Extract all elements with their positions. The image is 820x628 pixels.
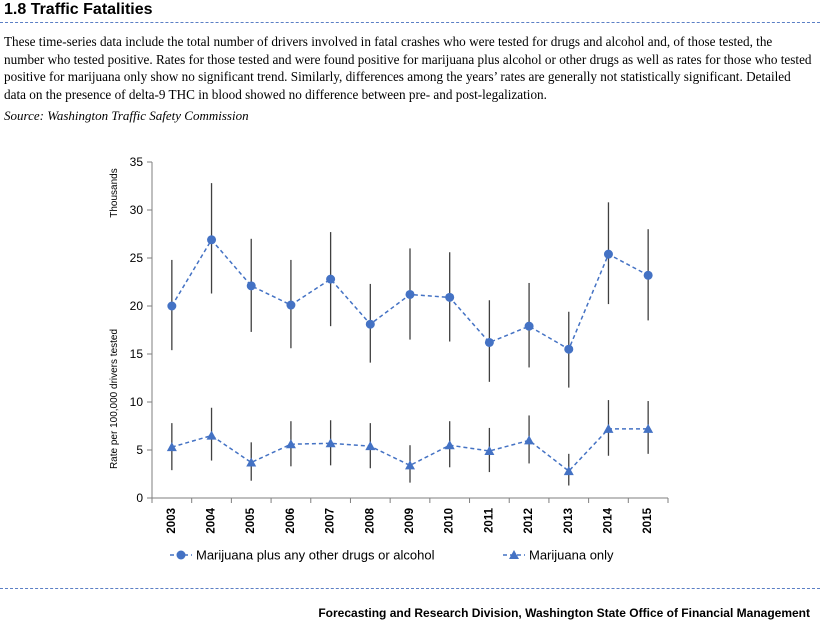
data-point-circle [167, 301, 177, 311]
data-point-triangle [524, 435, 535, 445]
bottom-divider [0, 588, 820, 589]
x-tick-label: 2013 [563, 508, 575, 534]
x-tick-label: 2007 [325, 508, 337, 534]
x-tick-label: 2011 [483, 507, 495, 533]
data-point-triangle [563, 466, 574, 476]
data-point-circle [603, 249, 613, 259]
data-point-triangle [166, 442, 177, 452]
x-tick-label: 2015 [642, 507, 654, 533]
x-tick-label: 2008 [364, 507, 376, 533]
x-tick-label: 2010 [444, 508, 456, 534]
x-tick-label: 2004 [206, 507, 218, 533]
chart-axes: 0 5 10 15 20 25 30 35 2003 2004 2005 2006 2007 2008 20… [109, 155, 669, 534]
data-point-triangle [206, 430, 217, 440]
data-point-circle [524, 321, 534, 331]
x-tick-label: 2009 [404, 508, 416, 534]
y-tick-label: 35 [130, 155, 144, 169]
data-point-triangle [365, 441, 376, 451]
units-label: Thousands [109, 168, 120, 217]
legend-triangle-marker [509, 550, 519, 559]
data-point-triangle [444, 440, 455, 450]
data-point-triangle [325, 438, 336, 448]
data-point-circle [365, 319, 375, 329]
x-tick-label: 2006 [285, 508, 297, 534]
y-tick-label: 15 [130, 347, 144, 361]
data-point-triangle [246, 457, 257, 467]
data-point-circle [445, 292, 455, 302]
x-tick-label: 2014 [602, 507, 614, 533]
data-point-circle [246, 281, 256, 291]
legend-label: Marijuana plus any other drugs or alcoho… [196, 548, 435, 563]
data-point-circle [484, 337, 494, 347]
traffic-fatalities-chart: 0 5 10 15 20 25 30 35 2003 2004 2005 2006 2007 2008 20… [109, 155, 669, 563]
data-point-triangle [643, 423, 654, 433]
legend-label: Marijuana only [529, 548, 614, 563]
legend-circle-marker [176, 550, 186, 560]
chart-legend: Marijuana plus any other drugs or alcoho… [170, 548, 614, 563]
top-divider [0, 22, 820, 23]
x-tick-label: 2005 [245, 507, 257, 533]
series-markers [166, 235, 654, 476]
y-tick-label: 5 [136, 443, 143, 457]
source-note: Source: Washington Traffic Safety Commis… [4, 108, 249, 123]
x-tick-label: 2003 [166, 508, 178, 534]
data-point-circle [643, 270, 653, 280]
data-point-triangle [603, 423, 614, 433]
x-tick-label: 2012 [523, 508, 535, 534]
data-point-circle [405, 289, 415, 299]
data-point-circle [564, 344, 574, 354]
error-bars [171, 183, 649, 486]
description-text: These time-series data include the total… [4, 34, 812, 102]
data-point-triangle [405, 460, 415, 470]
data-point-circle [207, 235, 217, 245]
y-tick-label: 30 [130, 203, 144, 217]
footer-credit: Forecasting and Research Division, Washi… [318, 606, 810, 620]
y-tick-label: 20 [130, 299, 144, 313]
data-point-triangle [484, 445, 495, 455]
section-title: 1.8 Traffic Fatalities [4, 1, 153, 18]
y-tick-label: 25 [130, 251, 144, 265]
y-axis-title: Rate per 100,000 drivers tested [109, 329, 120, 469]
data-point-triangle [285, 439, 296, 449]
y-tick-label: 0 [136, 491, 143, 505]
data-point-circle [326, 274, 336, 284]
data-point-circle [286, 300, 296, 310]
y-tick-label: 10 [130, 395, 144, 409]
